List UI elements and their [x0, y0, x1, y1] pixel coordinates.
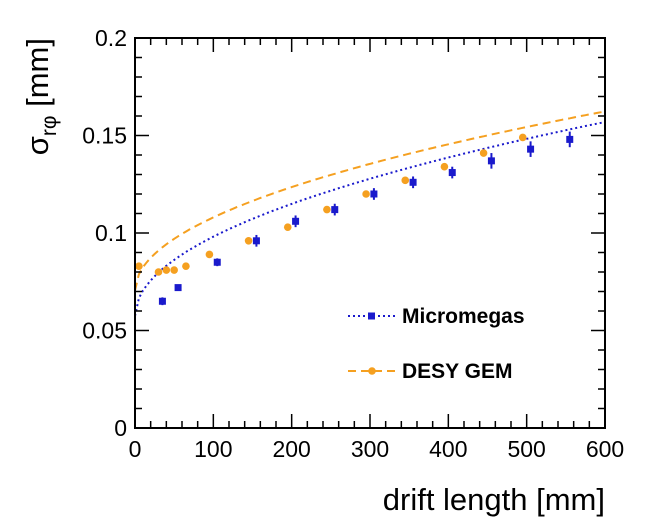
y-tick-label: 0.2	[95, 25, 127, 51]
x-tick-label: 0	[129, 436, 142, 462]
y-axis-title-subscript: rφ	[38, 116, 61, 137]
x-axis-title: drift length [mm]	[383, 482, 605, 517]
data-point	[401, 176, 410, 185]
legend-label: Micromegas	[402, 305, 525, 328]
data-point	[487, 157, 495, 165]
y-axis-title-unit: [mm]	[20, 38, 55, 116]
data-point	[566, 135, 574, 143]
data-point	[158, 297, 166, 305]
x-tick-label: 400	[429, 436, 467, 462]
data-point	[170, 266, 178, 274]
data-point	[370, 190, 378, 198]
data-point	[252, 237, 260, 245]
fit-curve	[134, 110, 606, 291]
data-point	[440, 162, 449, 171]
legend-marker	[368, 312, 375, 320]
legend-label: DESY GEM	[402, 360, 512, 383]
data-point	[283, 223, 292, 231]
data-point	[244, 237, 253, 245]
x-tick-label: 300	[351, 436, 389, 462]
axis-ticks	[134, 37, 606, 429]
data-point	[205, 250, 214, 259]
data-point	[162, 266, 171, 274]
data-point	[448, 169, 456, 177]
y-tick-label: 0.15	[82, 123, 127, 149]
data-markers	[135, 131, 574, 306]
data-point	[479, 149, 488, 157]
x-tick-label: 100	[194, 436, 232, 462]
tick-labels: 0 100 200 300 400 500 600 0 0.05 0.1 0.15 0.2	[82, 25, 624, 462]
x-tick-label: 500	[507, 436, 545, 462]
y-axis-title-main: σ	[20, 136, 55, 155]
data-point	[154, 268, 163, 276]
fit-curves	[134, 110, 606, 317]
data-point	[182, 262, 190, 270]
legend-marker	[368, 367, 376, 375]
data-point	[323, 205, 331, 214]
data-point	[362, 190, 370, 198]
data-point	[518, 133, 527, 142]
data-point	[527, 145, 535, 153]
data-point	[135, 262, 143, 270]
x-tick-label: 200	[272, 436, 310, 462]
y-axis-title: σrφ [mm]	[20, 38, 61, 155]
data-point	[213, 258, 221, 266]
y-tick-label: 0.1	[95, 220, 127, 246]
data-point	[174, 284, 182, 292]
fit-curve	[134, 120, 606, 317]
legend: Micromegas DESY GEM	[348, 305, 525, 383]
data-point	[292, 217, 300, 225]
y-tick-label: 0	[114, 415, 127, 441]
data-point	[331, 206, 339, 214]
y-tick-label: 0.05	[82, 318, 127, 344]
data-point	[409, 178, 417, 186]
x-tick-label: 600	[586, 436, 624, 462]
